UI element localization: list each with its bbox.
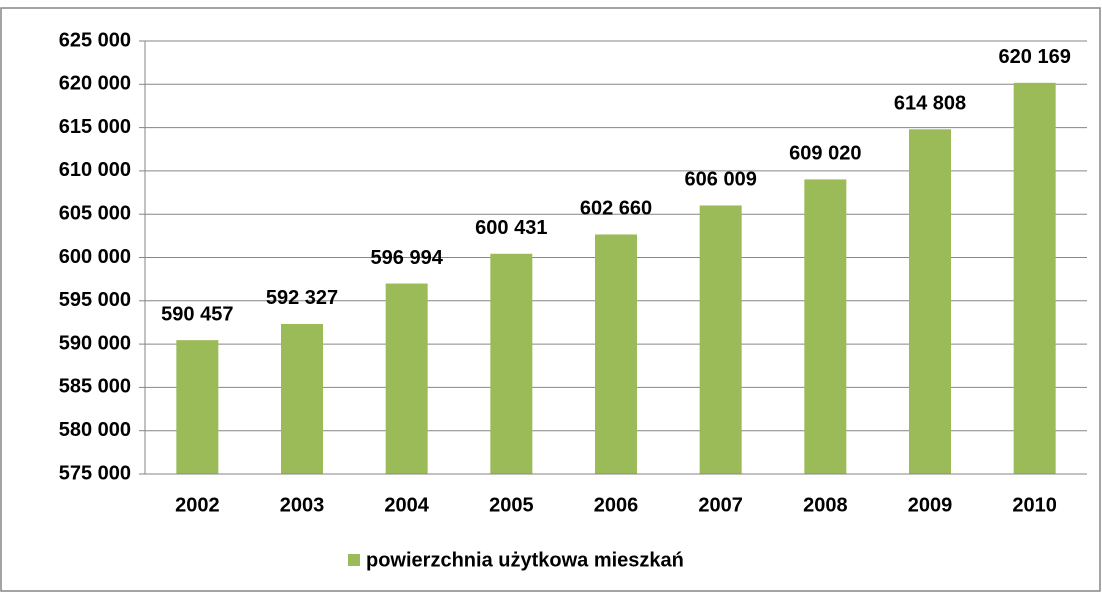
y-tick-label: 590 000 xyxy=(59,332,131,354)
bar xyxy=(176,340,219,474)
y-tick-label: 600 000 xyxy=(59,246,131,268)
x-tick-label: 2009 xyxy=(908,494,953,516)
bar xyxy=(490,253,533,474)
x-tick-label: 2003 xyxy=(280,494,325,516)
x-tick-label: 2005 xyxy=(489,494,534,516)
x-tick-label: 2002 xyxy=(175,494,220,516)
bar xyxy=(595,234,637,474)
legend-swatch xyxy=(348,554,360,566)
y-tick-label: 625 000 xyxy=(59,29,131,51)
value-label: 600 431 xyxy=(475,217,547,239)
bar xyxy=(385,283,428,474)
y-tick-label: 620 000 xyxy=(59,73,131,95)
bar xyxy=(699,205,742,474)
x-tick-label: 2008 xyxy=(803,494,848,516)
value-label: 609 020 xyxy=(789,143,861,165)
x-tick-label: 2006 xyxy=(594,494,639,516)
x-tick-label: 2004 xyxy=(384,494,429,516)
y-tick-label: 605 000 xyxy=(59,202,131,224)
value-label: 620 169 xyxy=(999,46,1071,68)
value-label: 596 994 xyxy=(371,247,444,269)
value-label: 614 808 xyxy=(894,93,966,115)
y-tick-label: 595 000 xyxy=(59,289,131,311)
x-tick-label: 2007 xyxy=(698,494,743,516)
y-tick-label: 585 000 xyxy=(59,376,131,398)
y-tick-label: 580 000 xyxy=(59,419,131,441)
x-tick-label: 2010 xyxy=(1012,494,1057,516)
bar xyxy=(804,179,847,475)
bar xyxy=(281,323,323,474)
y-tick-label: 575 000 xyxy=(59,462,131,484)
bar xyxy=(1013,82,1056,474)
y-tick-label: 610 000 xyxy=(59,159,131,181)
value-label: 602 660 xyxy=(580,198,652,220)
value-label: 592 327 xyxy=(266,287,338,309)
bar xyxy=(909,129,951,474)
value-label: 590 457 xyxy=(161,303,233,325)
legend-label: powierzchnia użytkowa mieszkań xyxy=(366,549,684,571)
y-tick-label: 615 000 xyxy=(59,116,131,138)
value-label: 606 009 xyxy=(685,169,757,191)
